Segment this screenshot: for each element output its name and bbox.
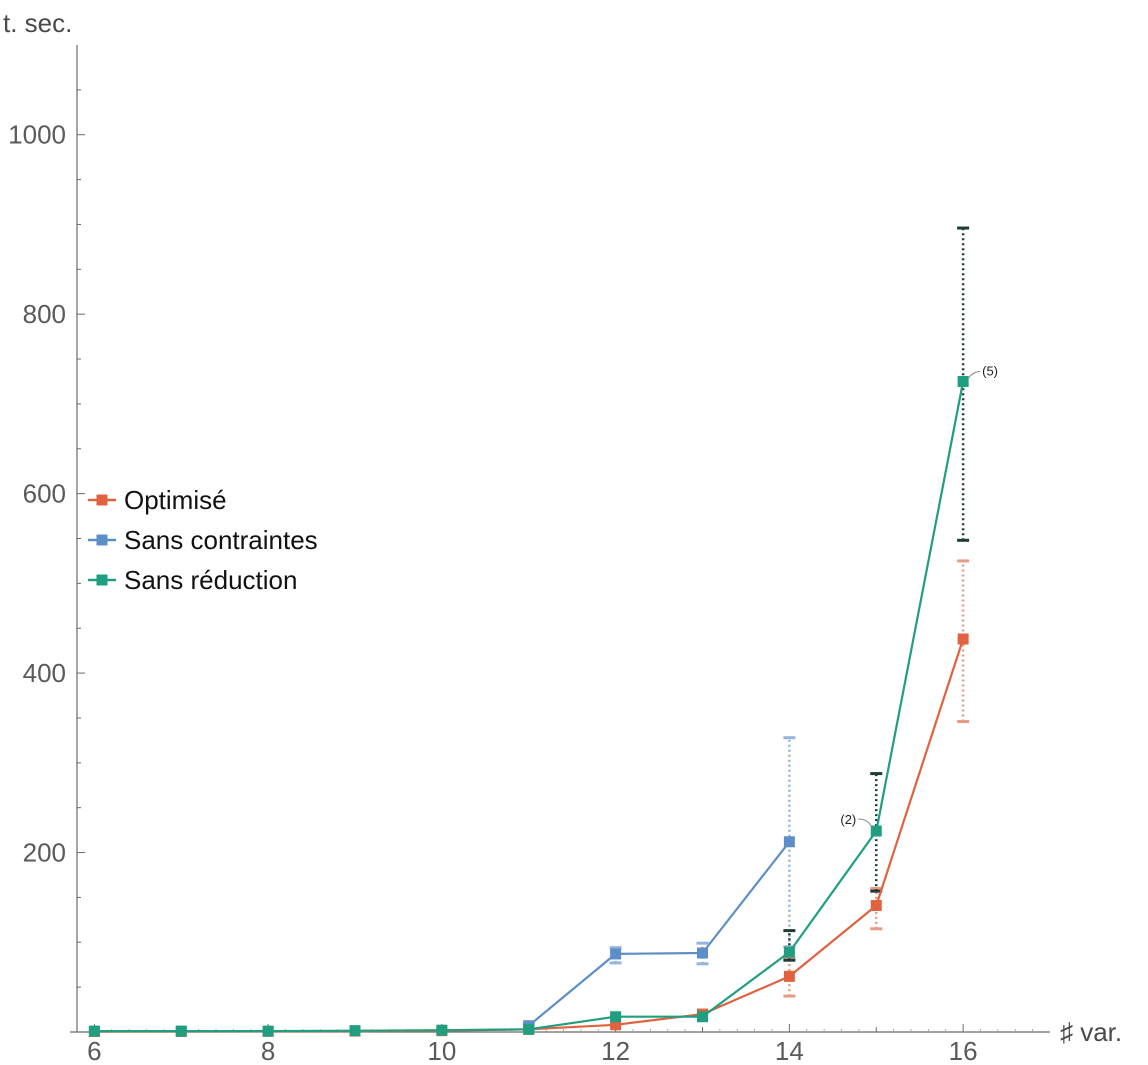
x-axis-title: ♯ var.	[1060, 1017, 1122, 1047]
y-tick-label: 400	[23, 658, 66, 688]
series-line	[94, 638, 965, 1033]
data-point	[349, 1025, 361, 1037]
legend-swatch-marker	[96, 574, 108, 586]
data-point	[957, 375, 969, 387]
data-point	[783, 946, 795, 958]
y-tick-label: 1000	[8, 120, 66, 150]
series-line	[528, 841, 791, 1027]
annotation-leader	[858, 818, 873, 829]
data-point	[697, 947, 708, 959]
y-tick-label: 600	[23, 479, 66, 509]
data-point	[870, 825, 882, 837]
x-tick-label: 10	[427, 1036, 456, 1065]
data-point	[523, 1023, 535, 1035]
x-tick-label: 8	[261, 1036, 275, 1065]
series-line	[94, 381, 965, 1033]
error-bars	[522, 226, 970, 1031]
y-axis-title: t. sec.	[3, 8, 72, 38]
legend: Optimisé Sans contraintes Sans réduction	[88, 485, 318, 595]
series-lines	[94, 381, 965, 1033]
annotation-label: (2)	[840, 812, 856, 827]
data-point	[262, 1025, 274, 1037]
data-point	[436, 1024, 448, 1036]
annotation-leader	[967, 370, 981, 379]
legend-label: Sans contraintes	[124, 525, 318, 555]
legend-swatch-marker	[96, 494, 108, 506]
legend-label: Optimisé	[124, 485, 227, 515]
data-point	[88, 1025, 100, 1037]
y-tick-label: 800	[23, 299, 66, 329]
y-tick-label: 200	[23, 838, 66, 868]
x-tick-label: 16	[949, 1036, 978, 1065]
data-point	[610, 1011, 622, 1023]
annotations: (2) (5)	[840, 363, 998, 829]
data-point	[610, 1019, 622, 1031]
data-point	[957, 633, 969, 645]
x-tick-label: 12	[601, 1036, 630, 1065]
data-point	[610, 948, 622, 960]
legend-swatch-marker	[96, 534, 108, 546]
data-point	[697, 1011, 708, 1023]
ticks: 6 8 10 12 14 16 200 400 600 800 1000	[8, 89, 1034, 1065]
x-tick-label: 6	[87, 1036, 101, 1065]
data-point	[175, 1025, 187, 1037]
data-point	[870, 899, 882, 911]
annotation-label: (5)	[982, 363, 998, 378]
legend-label: Sans réduction	[124, 565, 297, 595]
x-tick-label: 14	[775, 1036, 804, 1065]
data-point	[783, 836, 795, 848]
data-point	[783, 970, 795, 982]
data-points	[88, 375, 969, 1038]
